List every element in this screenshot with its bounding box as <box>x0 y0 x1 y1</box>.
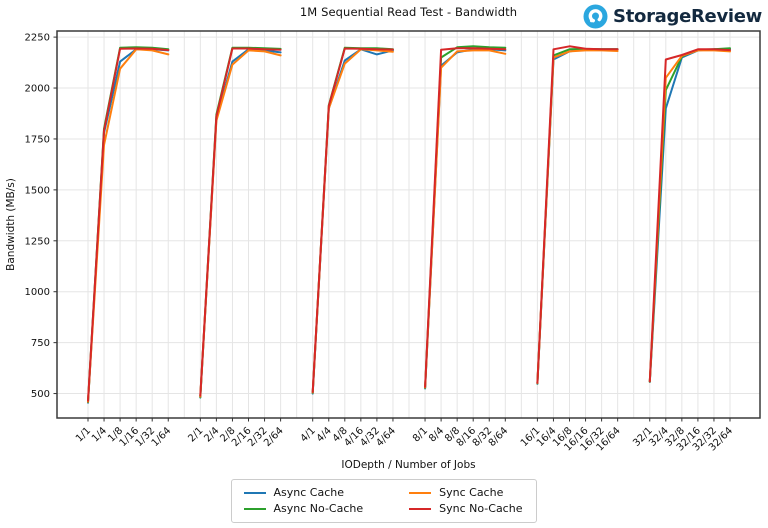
svg-text:2/4: 2/4 <box>202 425 221 444</box>
brand-name: StorageReview <box>613 6 762 27</box>
svg-text:2/1: 2/1 <box>186 425 205 444</box>
legend-label: Async Cache <box>273 486 345 499</box>
svg-text:2000: 2000 <box>25 84 50 95</box>
legend-label: Sync Cache <box>439 486 504 499</box>
svg-text:4/64: 4/64 <box>374 425 398 449</box>
svg-text:1250: 1250 <box>25 236 50 247</box>
svg-text:8/64: 8/64 <box>487 425 511 449</box>
chart-legend: Async Cache Async No-Cache Sync Cache Sync … <box>0 479 768 523</box>
axis-ticks <box>53 36 731 422</box>
svg-text:8/1: 8/1 <box>411 425 430 444</box>
svg-text:2250: 2250 <box>25 33 50 44</box>
page-title: 1M Sequential Read Test - Bandwidth <box>299 5 518 19</box>
svg-text:8/4: 8/4 <box>427 425 446 444</box>
svg-text:1/1: 1/1 <box>74 425 93 444</box>
legend-label: Async No-Cache <box>273 502 364 515</box>
plot-border <box>56 30 761 419</box>
storagereview-drop-icon <box>583 4 608 29</box>
svg-text:1750: 1750 <box>25 134 50 145</box>
series-line-sync-no-cache <box>87 45 731 402</box>
legend-swatch <box>409 491 432 494</box>
svg-text:1/64: 1/64 <box>150 425 174 449</box>
legend-item-sync-cache: Sync Cache <box>409 486 522 499</box>
bandwidth-line-chart: 1/1 1/4 1/8 1/16 1/32 1/64 2/1 2/4 2/8 2/16 2/32 2/… <box>5 30 761 471</box>
svg-text:1500: 1500 <box>25 185 50 196</box>
svg-text:1000: 1000 <box>25 287 50 298</box>
legend-swatch <box>243 507 266 510</box>
svg-text:500: 500 <box>31 389 50 400</box>
svg-text:4/1: 4/1 <box>299 425 318 444</box>
svg-text:2/64: 2/64 <box>262 425 286 449</box>
legend-item-async-no-cache: Async No-Cache <box>243 502 364 515</box>
svg-text:1/4: 1/4 <box>90 425 109 444</box>
legend-item-sync-no-cache: Sync No-Cache <box>409 502 522 515</box>
x-tick-labels: 1/11/41/81/161/321/64 2/12/42/82/162/322/… <box>74 425 735 453</box>
x-axis-label: IODepth / Number of Jobs <box>341 459 475 471</box>
y-axis-label: Bandwidth (MB/s) <box>5 178 17 271</box>
grid-lines <box>57 31 760 418</box>
legend-swatch <box>243 491 266 494</box>
legend-label: Sync No-Cache <box>439 502 523 515</box>
brand-logo: StorageReview <box>583 4 762 29</box>
svg-text:750: 750 <box>31 338 50 349</box>
svg-text:4/4: 4/4 <box>315 425 334 444</box>
legend-swatch <box>409 507 432 510</box>
legend-item-async-cache: Async Cache <box>243 486 364 499</box>
y-tick-labels: 500 750 1000 1250 1500 1750 2000 2250 <box>25 33 50 400</box>
